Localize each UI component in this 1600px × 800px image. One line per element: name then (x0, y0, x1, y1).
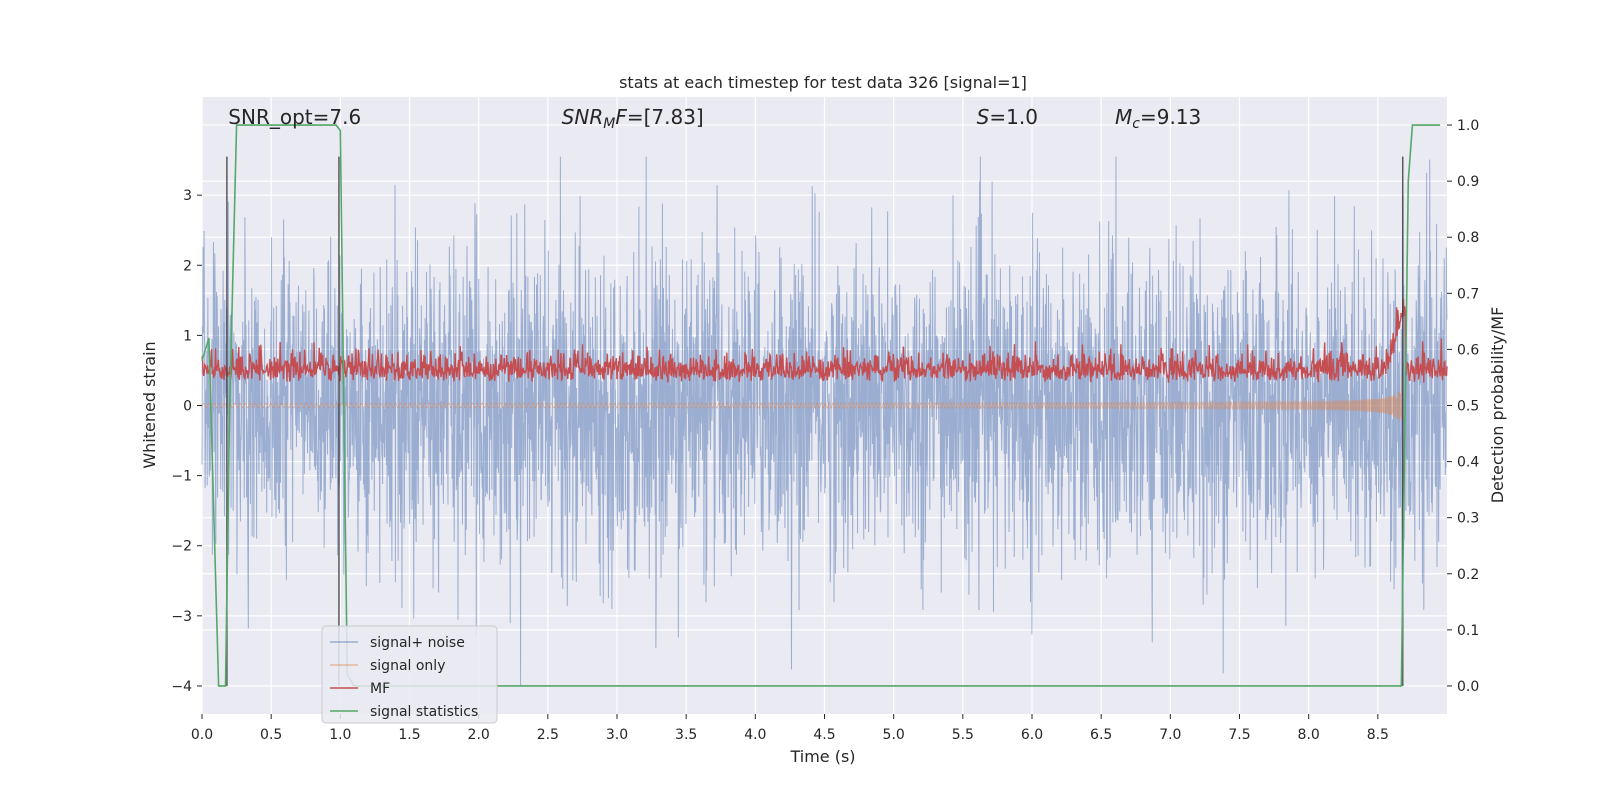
y2-tick-label: 0.3 (1457, 511, 1479, 527)
x-tick-label: 7.0 (1159, 727, 1181, 743)
x-tick-label: 1.0 (329, 727, 351, 743)
x-tick-label: 2.5 (537, 727, 559, 743)
y-tick-label: −1 (171, 469, 192, 485)
mf-series (201, 299, 1448, 383)
x-axis-ticks: 0.0 0.5 1.0 1.5 2.0 2.5 3.0 3.5 4.0 4.5 5.0 5.5 6.0 6… (191, 714, 1389, 743)
legend-box (321, 625, 498, 724)
x-tick-label: 8.5 (1367, 727, 1389, 743)
annotation-s-val: S=1.0 (977, 105, 1038, 129)
x-tick-label: 3.5 (675, 727, 697, 743)
x-tick-label: 3.0 (606, 727, 628, 743)
y2-tick-label: 0.6 (1457, 342, 1479, 358)
x-tick-label: 6.0 (1021, 727, 1043, 743)
y2-tick-label: 0.1 (1457, 623, 1479, 639)
y-tick-label: −4 (171, 679, 192, 695)
legend-label: signal only (370, 658, 445, 674)
x-tick-label: 0.0 (191, 727, 213, 743)
x-tick-label: 2.0 (468, 727, 490, 743)
x-tick-label: 4.5 (813, 727, 835, 743)
annotation-snr-opt: SNR_opt=7.6 (228, 105, 361, 129)
legend-label: MF (370, 681, 390, 697)
y-axis-ticks: 3 2 1 0 −1 −2 −3 −4 (171, 188, 202, 695)
x-tick-label: 0.5 (260, 727, 282, 743)
legend: signal+ noise signal only MF signal statist… (321, 625, 498, 724)
annotation-mc-val: Mc=9.13 (1115, 105, 1201, 132)
legend-label: signal+ noise (370, 635, 465, 651)
x-tick-label: 6.5 (1090, 727, 1112, 743)
x-tick-label: 5.5 (952, 727, 974, 743)
signal-only-series (201, 375, 1403, 423)
annotations: SNR_opt=7.6 SNRMF=[7.83] S=1.0 Mc=9.13 (228, 105, 1201, 132)
y2-axis-label: Detection probability/MF (1488, 307, 1507, 504)
y-tick-label: 1 (183, 328, 192, 344)
y-tick-label: −3 (171, 609, 192, 625)
y2-tick-label: 0.4 (1457, 455, 1479, 471)
signal-noise-series (201, 156, 1448, 686)
legend-label: signal statistics (370, 704, 478, 720)
y2-tick-label: 0.0 (1457, 679, 1479, 695)
x-tick-label: 7.5 (1228, 727, 1250, 743)
y2-tick-label: 0.2 (1457, 567, 1479, 583)
y-tick-label: 3 (183, 188, 192, 204)
y2-axis-ticks: 1.0 0.9 0.8 0.7 0.6 0.5 0.4 0.3 0.2 0.1 0.0 (1447, 118, 1479, 695)
y2-tick-label: 0.5 (1457, 399, 1479, 415)
y-tick-label: 2 (183, 258, 192, 274)
y2-tick-label: 0.8 (1457, 230, 1479, 246)
x-tick-label: 1.5 (398, 727, 420, 743)
y-tick-label: 0 (183, 399, 192, 415)
chart-title: stats at each timestep for test data 326… (619, 73, 1027, 92)
y-tick-label: −2 (171, 539, 192, 555)
x-tick-label: 4.0 (744, 727, 766, 743)
y2-tick-label: 0.7 (1457, 286, 1479, 302)
y-axis-label: Whitened strain (140, 341, 159, 468)
annotation-snr-mf: SNRMF=[7.83] (562, 105, 704, 132)
signal-statistics-line (201, 124, 1441, 687)
y2-tick-label: 1.0 (1457, 118, 1479, 134)
x-tick-label: 8.0 (1298, 727, 1320, 743)
signal-statistics-series (201, 124, 1441, 687)
y2-tick-label: 0.9 (1457, 174, 1479, 190)
signal-only-line (201, 375, 1403, 423)
mf-line (201, 299, 1448, 383)
signal-noise-line (201, 156, 1448, 686)
x-tick-label: 5.0 (883, 727, 905, 743)
x-axis-label: Time (s) (789, 747, 855, 766)
